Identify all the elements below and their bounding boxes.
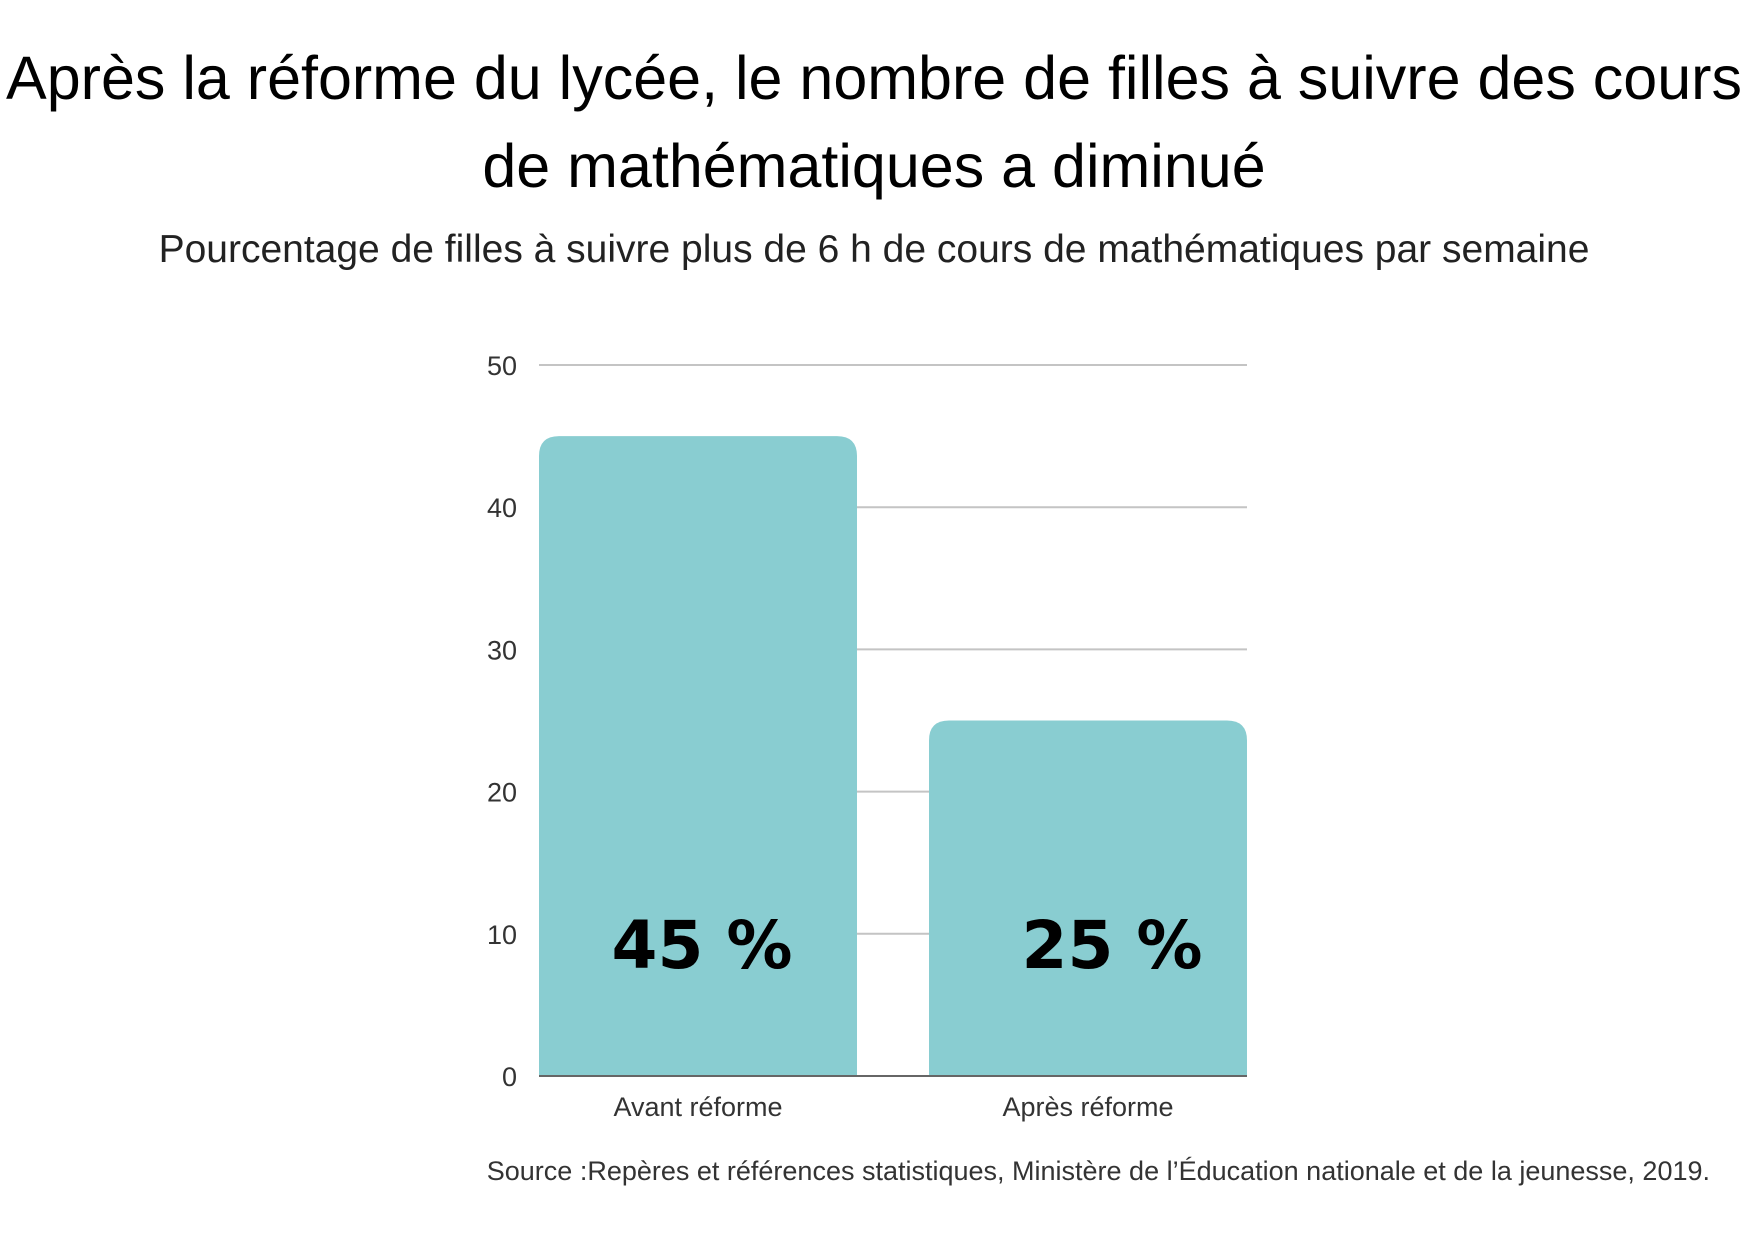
- y-tick-label: 40: [487, 493, 517, 523]
- data-label: 45 %: [612, 907, 793, 984]
- x-category-label: Avant réforme: [613, 1092, 782, 1122]
- y-tick-label: 20: [487, 778, 517, 808]
- source-note: Source :Repères et références statistiqu…: [486, 1156, 1710, 1186]
- x-category-label: Après réforme: [1002, 1092, 1173, 1122]
- data-label: 25 %: [1022, 907, 1203, 984]
- bar: [929, 720, 1247, 1076]
- y-tick-label: 30: [487, 635, 517, 665]
- y-tick-label: 50: [487, 351, 517, 381]
- chart-subtitle: Pourcentage de filles à suivre plus de 6…: [158, 228, 1590, 271]
- bar: [539, 436, 857, 1077]
- chart-title: Après la réforme du lycée, le nombre de …: [6, 44, 1742, 200]
- y-tick-label: 0: [502, 1062, 517, 1092]
- y-tick-label: 10: [487, 920, 517, 950]
